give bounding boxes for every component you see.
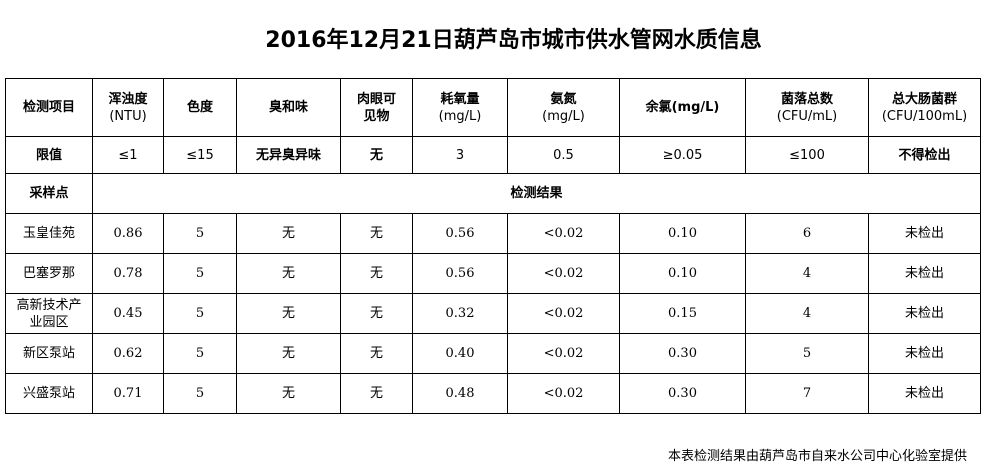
sample-site: 巴塞罗那: [5, 253, 93, 294]
header-cell: 总大肠菌群 (CFU/100mL): [868, 78, 981, 137]
result-cell: 未检出: [868, 253, 981, 294]
footer-note: 本表检测结果由葫芦岛市自来水公司中心化验室提供: [667, 449, 967, 464]
result-cell: 5: [163, 333, 237, 374]
header-row: 检测项目 浑浊度 (NTU) 色度 臭和味 肉眼可 见物 耗氧量 (mg/L) 氨氮 (mg/L) 余…: [5, 78, 981, 137]
header-unit: (CFU/mL): [776, 108, 838, 124]
table-row: 新区泵站 0.62 5 无无 0.40 <0.02 0.30 5 未检出: [5, 333, 981, 374]
header-label: 肉眼可: [356, 91, 396, 107]
result-cell: 无: [340, 333, 413, 374]
result-cell: 未检出: [868, 293, 981, 334]
result-cell: 5: [163, 253, 237, 294]
header-label: 菌落总数: [780, 91, 833, 107]
water-quality-table: 检测项目 浑浊度 (NTU) 色度 臭和味 肉眼可 见物 耗氧量 (mg/L) 氨氮 (mg/L) 余…: [5, 78, 981, 414]
limit-cell: 无: [340, 136, 413, 174]
result-cell: <0.02: [507, 373, 620, 414]
header-label: 总大肠菌群: [891, 91, 957, 107]
result-cell: 5: [163, 293, 237, 334]
result-cell: <0.02: [507, 213, 620, 254]
header-cell: 菌落总数 (CFU/mL): [745, 78, 869, 137]
limit-cell: 不得检出: [868, 136, 981, 174]
result-cell: 无: [340, 293, 413, 334]
limit-cell: 无异臭异味: [236, 136, 341, 174]
result-cell: <0.02: [507, 333, 620, 374]
header-cell: 检测项目: [5, 78, 93, 137]
header-cell: 臭和味: [236, 78, 341, 137]
limit-row: 限值 ≤1 ≤15 无异臭异味无 3 0.5 ≥0.05 ≤100 不得检出: [5, 136, 981, 174]
header-unit: (CFU/100mL): [881, 108, 968, 124]
result-cell: 无: [236, 293, 341, 334]
result-cell: 0.10: [619, 253, 746, 294]
header-label: 耗氧量: [440, 91, 480, 107]
sample-label: 采样点: [5, 173, 93, 214]
header-label: 浑浊度: [108, 91, 148, 107]
result-cell: 4: [745, 253, 869, 294]
result-cell: 0.56: [412, 213, 508, 254]
header-label: 色度: [186, 100, 213, 115]
result-cell: 0.56: [412, 253, 508, 294]
header-label: 余氯(mg/L): [645, 100, 720, 115]
header-unit: (mg/L): [542, 108, 585, 124]
limit-cell: ≤1: [92, 136, 164, 174]
result-cell: 无: [340, 253, 413, 294]
result-cell: 5: [163, 213, 237, 254]
result-cell: 无: [236, 373, 341, 414]
result-cell: 0.86: [92, 213, 164, 254]
table-row: 玉皇佳苑 0.86 5 无无 0.56 <0.02 0.10 6 未检出: [5, 213, 981, 254]
result-cell: 未检出: [868, 213, 981, 254]
results-label: 检测结果: [92, 173, 981, 214]
result-cell: <0.02: [507, 253, 620, 294]
result-cell: 无: [236, 253, 341, 294]
limit-cell: 0.5: [507, 136, 620, 174]
header-unit: (mg/L): [438, 108, 482, 124]
result-cell: 0.30: [619, 373, 746, 414]
result-cell: 0.10: [619, 213, 746, 254]
table-row: 高新技术产业园区 0.45 5 无无 0.32 <0.02 0.15 4 未检出: [5, 293, 981, 334]
header-label: 检测项目: [22, 100, 75, 115]
result-cell: 0.45: [92, 293, 164, 334]
result-cell: 0.30: [619, 333, 746, 374]
result-cell: 0.78: [92, 253, 164, 294]
limit-cell: ≥0.05: [619, 136, 746, 174]
result-cell: 4: [745, 293, 869, 334]
section-row: 采样点 检测结果: [5, 173, 981, 214]
result-cell: <0.02: [507, 293, 620, 334]
result-cell: 无: [340, 213, 413, 254]
header-cell: 耗氧量 (mg/L): [412, 78, 508, 137]
result-cell: 无: [340, 373, 413, 414]
table-row: 巴塞罗那 0.78 5 无无 0.56 <0.02 0.10 4 未检出: [5, 253, 981, 294]
header-label: 氨氮: [550, 91, 577, 107]
result-cell: 0.32: [412, 293, 508, 334]
sample-site: 兴盛泵站: [5, 373, 93, 414]
header-cell: 浑浊度 (NTU): [92, 78, 164, 137]
result-cell: 0.48: [412, 373, 508, 414]
limit-cell: 限值: [5, 136, 93, 174]
result-cell: 无: [236, 333, 341, 374]
header-label: 臭和味: [268, 100, 308, 115]
result-cell: 7: [745, 373, 869, 414]
header-cell: 肉眼可 见物: [340, 78, 413, 137]
table-row: 兴盛泵站 0.71 5 无无 0.48 <0.02 0.30 7 未检出: [5, 373, 981, 414]
result-cell: 0.40: [412, 333, 508, 374]
sample-site: 玉皇佳苑: [5, 213, 93, 254]
limit-cell: ≤15: [163, 136, 237, 174]
result-cell: 5: [163, 373, 237, 414]
header-unit: (NTU): [109, 108, 147, 124]
result-cell: 未检出: [868, 333, 981, 374]
header-unit: 见物: [363, 108, 390, 124]
sample-site: 新区泵站: [5, 333, 93, 374]
result-cell: 0.71: [92, 373, 164, 414]
result-cell: 未检出: [868, 373, 981, 414]
page-title: 2016年12月21日葫芦岛市城市供水管网水质信息: [265, 28, 762, 53]
result-cell: 0.15: [619, 293, 746, 334]
header-cell: 色度: [163, 78, 237, 137]
result-cell: 0.62: [92, 333, 164, 374]
result-cell: 无: [236, 213, 341, 254]
limit-cell: ≤100: [745, 136, 869, 174]
header-cell: 氨氮 (mg/L): [507, 78, 620, 137]
sample-site: 高新技术产业园区: [5, 293, 93, 334]
result-cell: 6: [745, 213, 869, 254]
result-cell: 5: [745, 333, 869, 374]
limit-cell: 3: [412, 136, 508, 174]
header-cell: 余氯(mg/L): [619, 78, 746, 137]
